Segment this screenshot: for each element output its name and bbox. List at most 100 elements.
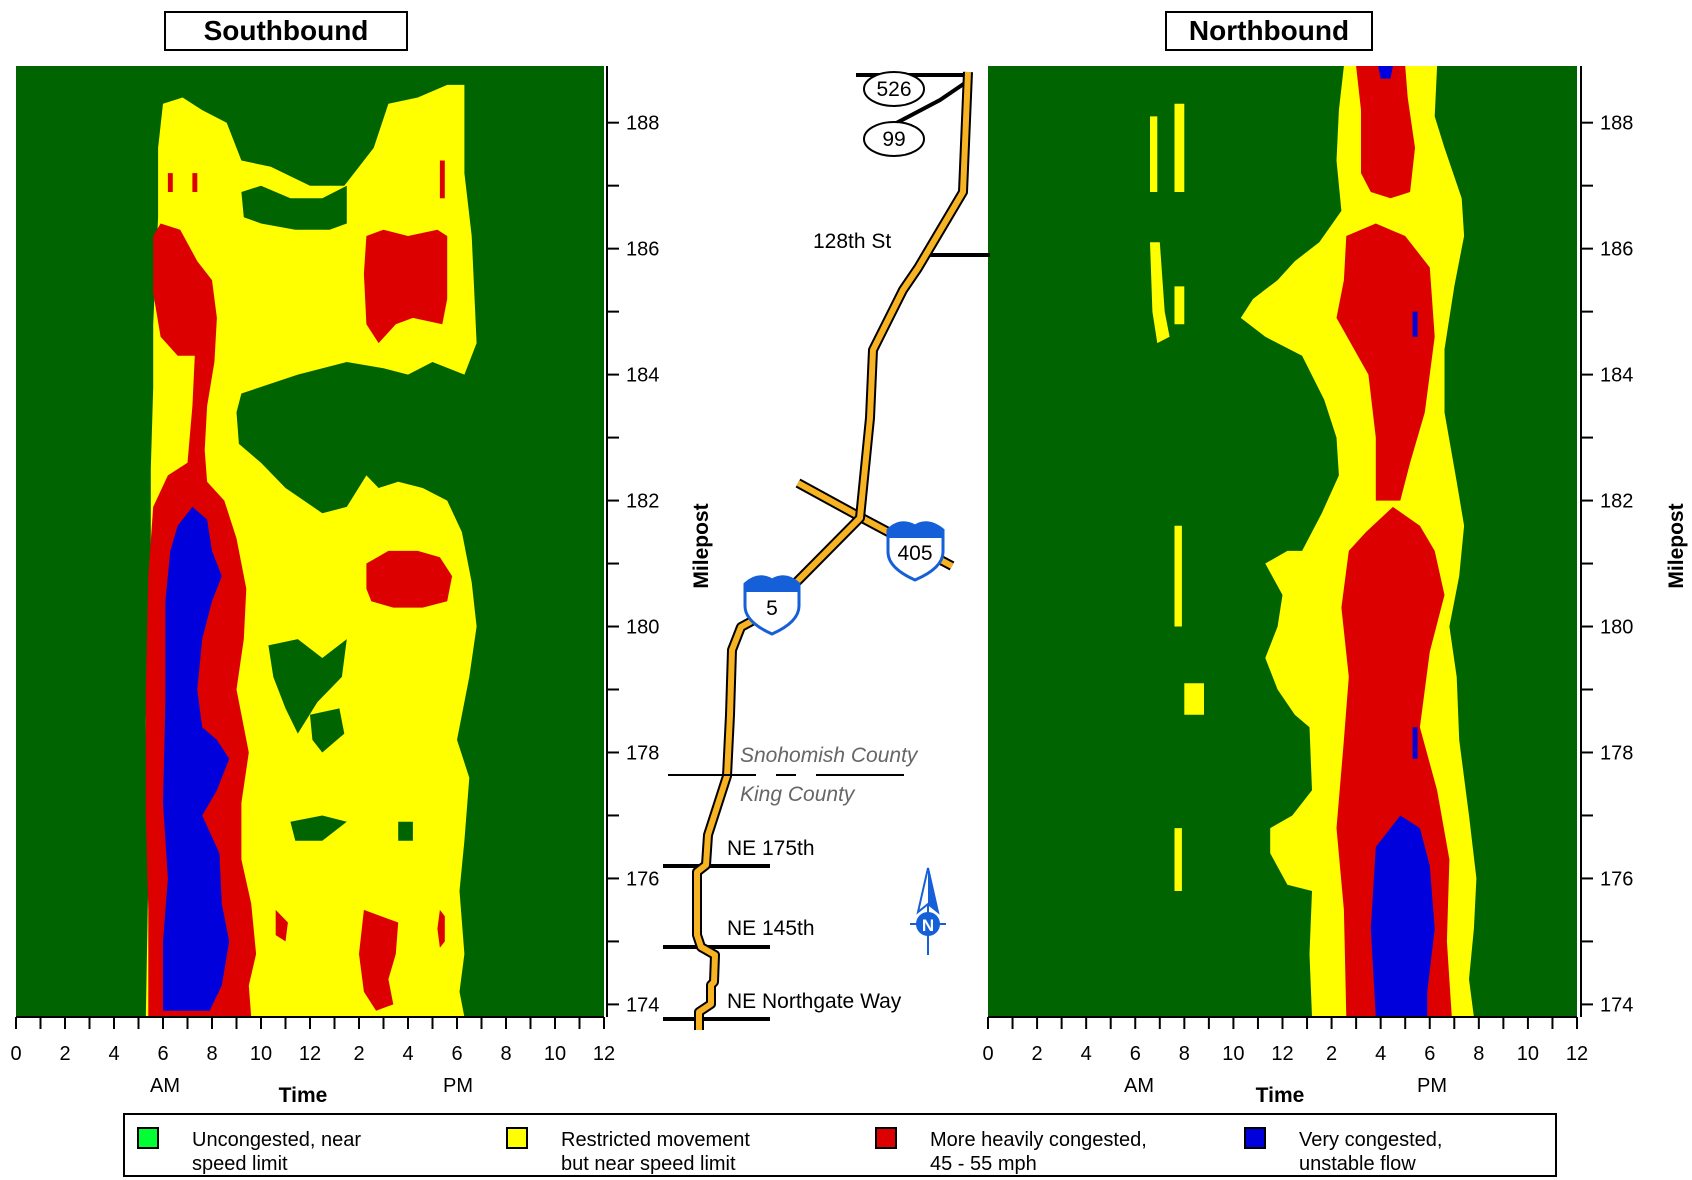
southbound-panel: Southbound 0 2 4 6 8 10 12 2 4 6 8 10 12 174 176 178 18…: [10, 11, 713, 1107]
southbound-heavy-congestion-region-9: [275, 909, 288, 942]
northgate-label: NE Northgate Way: [727, 990, 902, 1013]
legend-item-very: Very congested, unstable flow: [1244, 1127, 1442, 1175]
southbound-heavy-congestion-region-5: [437, 909, 445, 948]
route-map: 526 99 405 5 128th St NE 175th NE 145th …: [663, 71, 990, 1030]
northbound-x-axis: 0 2 4 6 8 10 12 2 4 6 8 10 12: [982, 1016, 1588, 1065]
ne175th-label: NE 175th: [727, 837, 815, 860]
king-county-label: King County: [740, 783, 856, 806]
southbound-y-label: Milepost: [690, 503, 713, 588]
northbound-x-tick-label: 2: [1326, 1043, 1337, 1065]
northbound-title-box: [1165, 11, 1373, 51]
southbound-am-label: AM: [150, 1075, 180, 1097]
northbound-y-tick-label: 174: [1600, 994, 1633, 1016]
snohomish-county-label: Snohomish County: [740, 744, 919, 767]
southbound-heavy-congestion-region-4: [359, 909, 399, 1011]
northbound-y-tick-label: 182: [1600, 491, 1633, 513]
northbound-x-tick-label: 12: [1566, 1043, 1588, 1065]
northbound-x-tick-label: 2: [1032, 1043, 1043, 1065]
legend-label-restricted-line2: but near speed limit: [561, 1153, 736, 1175]
southbound-uncongested-island-4: [310, 708, 345, 753]
southbound-very-congested-region-1: [163, 506, 230, 1011]
southbound-uncongested-island-5: [290, 815, 347, 841]
southbound-heavy-congestion-region-3: [366, 550, 453, 608]
legend-swatch-uncongested: [137, 1127, 159, 1149]
southbound-uncongested-island-1: [241, 185, 347, 230]
legend-label-uncongested-line2: speed limit: [192, 1153, 288, 1175]
southbound-x-tick-label: 2: [353, 1043, 364, 1065]
southbound-heavy-congestion-region-7: [192, 173, 198, 192]
northbound-y-tick-label: 176: [1600, 868, 1633, 890]
northbound-restricted-island-3: [1150, 242, 1170, 344]
sr99-shield: [863, 121, 925, 157]
southbound-y-tick-label: 188: [626, 113, 659, 135]
northbound-heatmap: [988, 66, 1577, 1017]
southbound-x-tick-label: 4: [108, 1043, 119, 1065]
southbound-x-tick-label: 12: [593, 1043, 615, 1065]
northbound-x-tick-label: 12: [1271, 1043, 1293, 1065]
southbound-y-tick-label: 184: [626, 365, 659, 387]
legend-swatch-very: [1244, 1127, 1266, 1149]
southbound-heavy-congestion-region-2: [363, 229, 448, 344]
i405-shield-label: 405: [897, 542, 932, 565]
northbound-restricted-island-1: [1150, 116, 1158, 192]
southbound-title: Southbound: [204, 15, 369, 46]
legend-item-uncongested: Uncongested, near speed limit: [137, 1127, 361, 1175]
northbound-x-label: Time: [1256, 1084, 1305, 1107]
northbound-restricted-island-5: [1174, 525, 1182, 627]
northbound-title: Northbound: [1189, 15, 1349, 46]
southbound-regions: [145, 84, 477, 1017]
northbound-regions: [1150, 66, 1477, 1017]
northbound-y-tick-label: 180: [1600, 617, 1633, 639]
southbound-y-axis: 174 176 178 180 182 184 186 188: [606, 66, 659, 1017]
southbound-uncongested-island-2: [243, 387, 369, 501]
southbound-uncongested-island-6: [398, 821, 413, 841]
southbound-x-tick-label: 0: [10, 1043, 21, 1065]
north-arrow-letter: N: [922, 916, 934, 935]
northbound-very-congested-region-1: [1370, 815, 1435, 1017]
northbound-very-congested-region-4: [1378, 66, 1393, 79]
southbound-heatmap: [16, 66, 604, 1017]
southbound-pm-label: PM: [443, 1075, 473, 1097]
southbound-x-tick-label: 12: [299, 1043, 321, 1065]
southbound-x-tick-label: 6: [157, 1043, 168, 1065]
southbound-x-tick-label: 2: [59, 1043, 70, 1065]
legend-label-restricted-line1: Restricted movement: [561, 1129, 750, 1151]
northbound-y-tick-label: 186: [1600, 239, 1633, 261]
northbound-x-tick-label: 6: [1130, 1043, 1141, 1065]
sr99-shield-label: 99: [882, 128, 905, 151]
legend-item-restricted: Restricted movement but near speed limit: [506, 1127, 750, 1175]
i5-shield: 5: [743, 575, 801, 636]
i5-shield-label: 5: [766, 597, 778, 620]
northbound-x-tick-label: 0: [982, 1043, 993, 1065]
northbound-y-label: Milepost: [1665, 503, 1688, 588]
southbound-y-tick-label: 186: [626, 239, 659, 261]
northbound-x-tick-label: 4: [1081, 1043, 1092, 1065]
southbound-y-tick-label: 176: [626, 868, 659, 890]
northbound-very-congested-region-2: [1412, 727, 1418, 759]
northbound-am-label: AM: [1124, 1075, 1154, 1097]
northbound-x-tick-label: 10: [1517, 1043, 1539, 1065]
southbound-y-tick-label: 182: [626, 491, 659, 513]
southbound-x-axis: 0 2 4 6 8 10 12 2 4 6 8 10 12: [10, 1016, 615, 1065]
northbound-y-tick-label: 184: [1600, 365, 1633, 387]
northbound-pm-label: PM: [1417, 1075, 1447, 1097]
northbound-heavy-congestion-region-3: [1356, 66, 1415, 199]
northbound-x-tick-label: 8: [1473, 1043, 1484, 1065]
northbound-restricted-island-7: [1174, 828, 1182, 891]
northbound-x-tick-label: 10: [1222, 1043, 1244, 1065]
southbound-x-label: Time: [279, 1084, 328, 1107]
southbound-title-box: [164, 11, 408, 51]
northbound-restricted-island-4: [1174, 286, 1185, 325]
southbound-heavy-congestion-region-8: [439, 160, 445, 199]
southbound-x-tick-label: 8: [206, 1043, 217, 1065]
northbound-restricted-island-2: [1174, 103, 1185, 192]
sr526-shield: [863, 71, 925, 107]
northbound-x-tick-label: 6: [1424, 1043, 1435, 1065]
north-arrow-icon: N: [910, 867, 946, 955]
southbound-y-tick-label: 174: [626, 994, 659, 1016]
legend-label-heavy-line2: 45 - 55 mph: [930, 1153, 1037, 1175]
ne145th-label: NE 145th: [727, 917, 815, 940]
legend-item-heavy: More heavily congested, 45 - 55 mph: [875, 1127, 1147, 1175]
northbound-x-tick-label: 4: [1375, 1043, 1386, 1065]
